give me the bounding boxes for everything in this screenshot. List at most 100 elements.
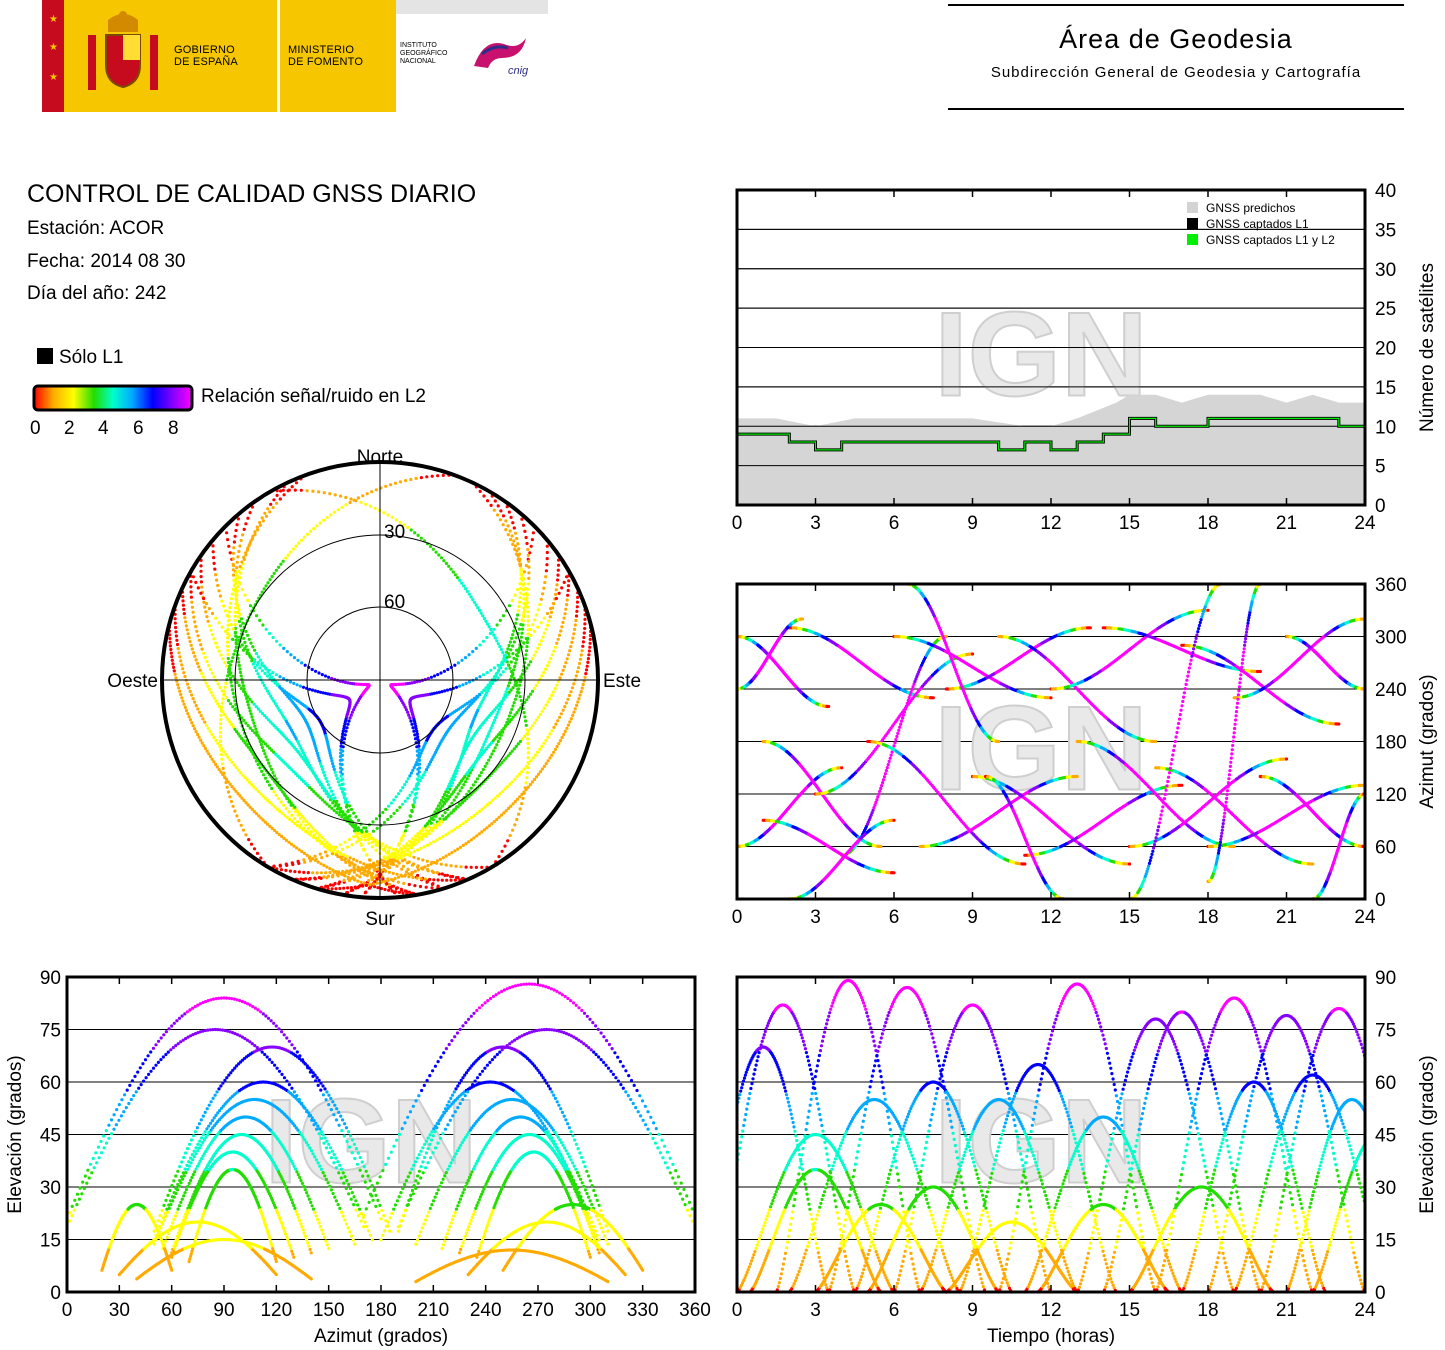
track-point — [278, 643, 282, 647]
track-point — [236, 768, 241, 772]
track-point — [395, 856, 399, 861]
track-point — [340, 735, 344, 739]
track-point — [299, 746, 303, 750]
track-point — [517, 649, 521, 653]
sky-track — [266, 511, 531, 869]
track-point — [464, 681, 468, 685]
track-point — [505, 722, 510, 726]
track-point — [266, 507, 270, 511]
west-label: Oeste — [107, 671, 158, 692]
track-point — [301, 827, 305, 831]
track-point — [413, 800, 417, 804]
track-point — [301, 685, 306, 689]
track-point — [246, 598, 250, 603]
track-point — [388, 846, 392, 850]
legend-label: GNSS captados L1 y L2 — [1206, 233, 1335, 247]
track-point — [895, 734, 899, 739]
track-point — [524, 781, 528, 785]
track-point — [346, 800, 350, 804]
track-point — [331, 762, 335, 766]
track-point — [180, 663, 184, 667]
track-point — [231, 705, 235, 709]
track-point — [436, 878, 440, 882]
track-point — [912, 682, 916, 686]
track-point — [445, 688, 450, 692]
track-point — [451, 874, 455, 879]
track-point — [271, 635, 275, 640]
track-point — [467, 789, 471, 793]
track-point — [263, 796, 267, 800]
track-point — [374, 848, 378, 852]
track-point — [235, 560, 239, 564]
y-tick-label: 15 — [1375, 378, 1396, 399]
track-point — [438, 817, 442, 821]
track-point — [226, 656, 230, 661]
track-point — [286, 553, 290, 557]
track-point — [241, 621, 245, 625]
track-point — [522, 615, 526, 619]
track-point — [522, 601, 526, 605]
track-point — [259, 738, 263, 742]
track-point — [303, 829, 307, 833]
track-point — [463, 742, 467, 746]
track-point — [534, 613, 539, 617]
track-point — [408, 774, 412, 778]
track-point — [188, 718, 192, 722]
track-point — [526, 737, 530, 741]
track-point — [417, 774, 421, 778]
track-point — [342, 886, 346, 890]
track-point — [909, 690, 913, 694]
l1-only-swatch — [37, 348, 53, 364]
track-point — [338, 886, 342, 891]
track-point — [555, 641, 559, 645]
track-point — [511, 686, 515, 690]
track-point — [279, 562, 283, 566]
ign-bar — [396, 0, 548, 14]
eu-stars-icon: ★ ★ ★ — [49, 14, 58, 83]
track-point — [520, 572, 524, 576]
track-point — [496, 710, 500, 714]
track-point — [285, 691, 289, 695]
track-point — [464, 819, 468, 824]
track-point — [238, 612, 242, 616]
track-point — [426, 830, 430, 834]
track-point — [233, 618, 237, 622]
track-point — [247, 706, 251, 710]
track-point — [901, 713, 906, 717]
track-point — [515, 536, 519, 541]
track-point — [311, 826, 315, 830]
track-point — [486, 499, 490, 503]
track-point — [323, 800, 327, 804]
track-point — [390, 889, 394, 893]
track-point — [173, 672, 177, 676]
track-point — [344, 503, 348, 507]
track-point — [522, 606, 526, 610]
track-point — [453, 788, 457, 792]
track-point — [294, 772, 298, 776]
track-point — [575, 605, 579, 609]
track-point — [282, 836, 286, 840]
track-point — [573, 707, 577, 711]
track-point — [229, 680, 233, 684]
track-point — [522, 767, 526, 771]
track-point — [211, 544, 215, 548]
track-point — [273, 805, 277, 809]
track-point — [415, 876, 419, 880]
track-point — [536, 646, 540, 650]
track-point — [344, 495, 348, 500]
track-point — [318, 833, 322, 837]
sky-track — [167, 622, 420, 897]
track-point — [452, 772, 456, 776]
track-point — [521, 672, 525, 676]
track-point — [387, 804, 391, 808]
track-point — [408, 716, 412, 720]
track-point — [472, 696, 476, 700]
track-point — [561, 708, 565, 712]
track-point — [509, 537, 513, 542]
track-point — [1049, 696, 1053, 700]
track-point — [415, 760, 419, 765]
track-point — [1023, 862, 1027, 866]
track-point — [438, 801, 442, 805]
track-point — [349, 868, 353, 872]
track-point — [493, 746, 497, 750]
